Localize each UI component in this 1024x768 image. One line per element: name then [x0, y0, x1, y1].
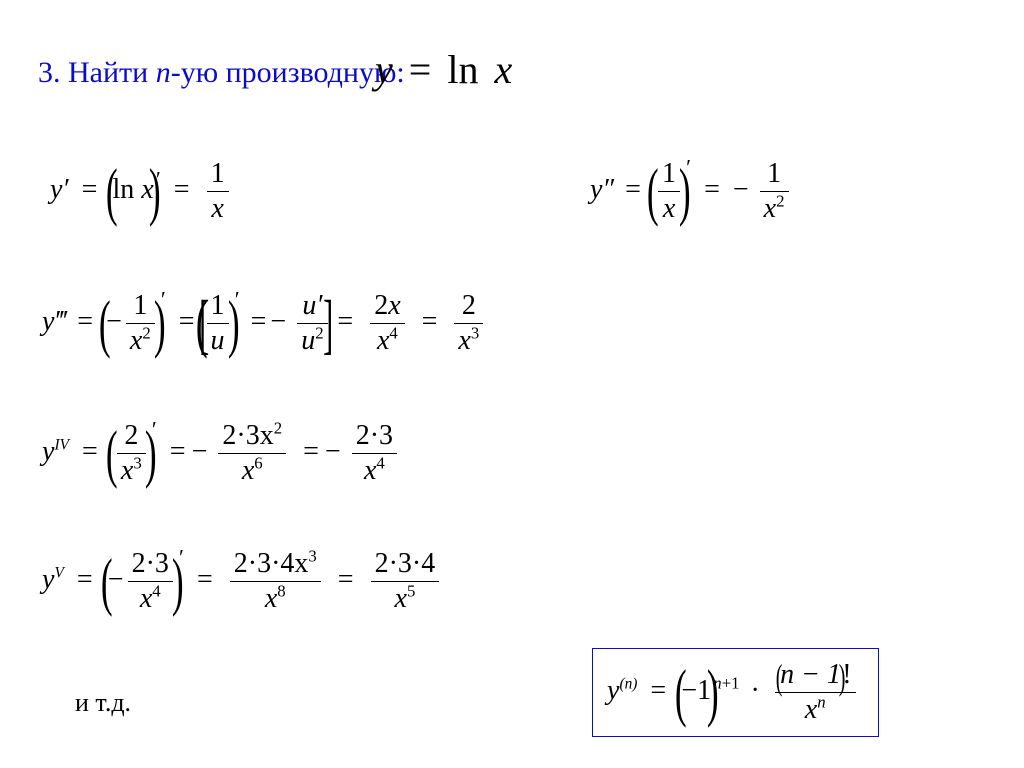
result-formula-box: y(n) = (−1)n+1 · (n − 1)! xn [592, 648, 879, 737]
first-derivative: y′ = (ln x)′ = 1x [50, 158, 233, 225]
second-derivative: y″ = (1x)′ = − 1x2 [590, 158, 793, 225]
third-derivative: y‴ = (−1x2)′ = [(1u)′ =− u′u2] = 2xx4 = … [42, 290, 487, 357]
nth-derivative-formula: y(n) = (−1)n+1 · (n − 1)! xn [607, 659, 860, 726]
title-n: n [156, 56, 171, 89]
fourth-derivative: yIV = (2x3)′ =− 2·3x2x6 =− 2·3x4 [42, 420, 401, 487]
problem-title: 3. Найти n-ую производную: [38, 56, 405, 90]
et-cetera: и т.д. [75, 688, 131, 718]
title-suffix: -ую производную: [171, 56, 405, 89]
title-prefix: 3. Найти [38, 56, 156, 89]
given-function: y = ln x [375, 46, 512, 93]
fifth-derivative: yV = (−2·3x4)′ = 2·3·4x3x8 = 2·3·4x5 [42, 548, 443, 615]
